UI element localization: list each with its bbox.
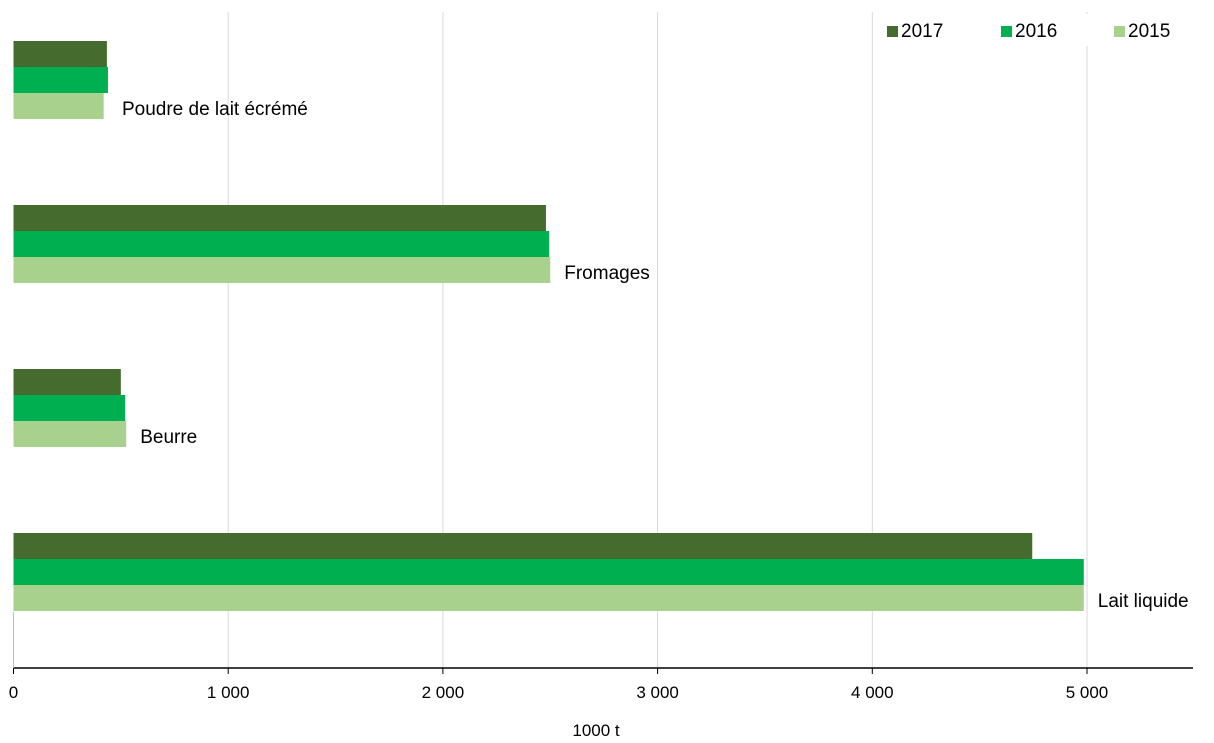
bar-lait-liquide-2016 [13, 559, 1084, 585]
bar-beurre-2016 [13, 395, 126, 421]
category-label-beurre: Beurre [140, 427, 197, 448]
x-tick-label-5000: 5 000 [1066, 683, 1109, 702]
category-label-lait-liquide: Lait liquide [1098, 591, 1189, 612]
category-label-poudre-de-lait-ecreme: Poudre de lait écrémé [122, 99, 308, 120]
bar-fromages-2017 [13, 205, 546, 231]
bar-fromages-2016 [13, 231, 550, 257]
legend-swatch-2016 [1001, 26, 1012, 37]
bar-poudre-de-lait-ecreme-2015 [13, 93, 104, 119]
bar-lait-liquide-2017 [13, 533, 1033, 559]
legend: 2017 2016 2015 [881, 14, 1208, 46]
x-tick-label-1000: 1 000 [207, 683, 250, 702]
legend-label-2016: 2016 [1015, 21, 1057, 42]
legend-swatch-2015 [1114, 26, 1125, 37]
bars [13, 41, 1084, 611]
x-tick-label-0: 0 [9, 683, 18, 702]
x-axis: 0 1 000 2 000 3 000 4 000 5 000 [9, 612, 1193, 702]
x-tick-label-3000: 3 000 [636, 683, 679, 702]
bar-poudre-de-lait-ecreme-2017 [13, 41, 107, 67]
category-label-fromages: Fromages [564, 263, 650, 284]
bar-beurre-2017 [13, 369, 121, 395]
bar-fromages-2015 [13, 257, 551, 283]
legend-label-2017: 2017 [901, 21, 943, 42]
legend-label-2015: 2015 [1128, 21, 1170, 42]
x-tick-label-4000: 4 000 [851, 683, 894, 702]
bar-lait-liquide-2015 [13, 585, 1084, 611]
x-axis-label: 1000 t [572, 721, 620, 740]
bar-beurre-2015 [13, 421, 127, 447]
x-tick-label-2000: 2 000 [422, 683, 465, 702]
legend-swatch-2017 [887, 26, 898, 37]
bar-poudre-de-lait-ecreme-2016 [13, 67, 108, 93]
category-labels: Poudre de lait écrémé Fromages Beurre Lait … [122, 99, 1189, 612]
